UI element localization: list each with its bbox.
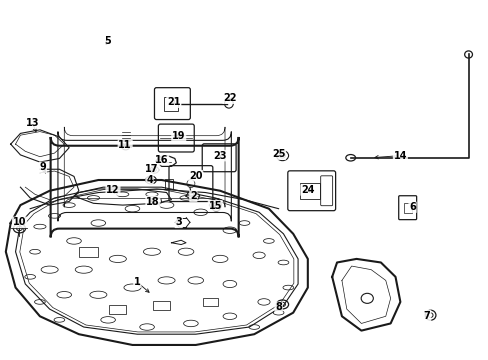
Text: 7: 7 bbox=[423, 311, 429, 320]
Text: 17: 17 bbox=[145, 164, 159, 174]
Bar bbox=[164, 96, 178, 111]
Text: 21: 21 bbox=[167, 97, 180, 107]
Text: 10: 10 bbox=[13, 217, 26, 227]
Text: 16: 16 bbox=[155, 154, 168, 165]
Bar bbox=[153, 301, 170, 310]
Text: 9: 9 bbox=[40, 162, 46, 172]
Text: 24: 24 bbox=[301, 185, 314, 195]
Bar bbox=[109, 305, 126, 314]
Text: 15: 15 bbox=[208, 201, 222, 211]
Text: 23: 23 bbox=[213, 150, 226, 161]
Text: 4: 4 bbox=[146, 175, 153, 185]
Text: 18: 18 bbox=[146, 197, 160, 207]
Bar bbox=[203, 298, 217, 306]
Text: 5: 5 bbox=[104, 36, 111, 46]
Bar bbox=[403, 203, 411, 213]
Text: 13: 13 bbox=[26, 118, 39, 128]
Bar bbox=[299, 183, 319, 199]
Text: 2: 2 bbox=[190, 191, 196, 201]
Text: 19: 19 bbox=[172, 131, 185, 141]
Text: 14: 14 bbox=[393, 150, 407, 161]
Text: 1: 1 bbox=[134, 277, 141, 287]
Text: 12: 12 bbox=[106, 185, 120, 195]
Text: 8: 8 bbox=[275, 302, 282, 312]
Text: 3: 3 bbox=[175, 217, 182, 227]
Text: 20: 20 bbox=[189, 171, 202, 181]
Text: 6: 6 bbox=[408, 202, 415, 212]
Text: 25: 25 bbox=[271, 149, 285, 159]
Text: 11: 11 bbox=[118, 140, 132, 150]
Bar bbox=[79, 247, 98, 257]
Bar bbox=[164, 179, 173, 189]
Text: 22: 22 bbox=[223, 93, 236, 103]
